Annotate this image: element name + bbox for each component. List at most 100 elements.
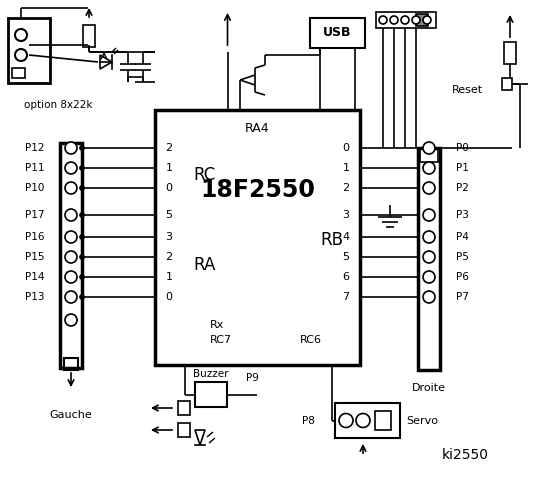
Circle shape xyxy=(339,413,353,428)
Circle shape xyxy=(65,231,77,243)
Text: RA: RA xyxy=(193,256,215,274)
Circle shape xyxy=(80,166,84,170)
Circle shape xyxy=(423,291,435,303)
Circle shape xyxy=(65,182,77,194)
Text: 18F2550: 18F2550 xyxy=(200,178,315,202)
Circle shape xyxy=(401,16,409,24)
Text: 4: 4 xyxy=(342,232,349,242)
Text: P10: P10 xyxy=(25,183,44,193)
Text: 1: 1 xyxy=(165,163,173,173)
Bar xyxy=(178,423,190,437)
Bar xyxy=(8,18,50,83)
Bar xyxy=(83,25,95,47)
Text: Rx: Rx xyxy=(210,320,225,330)
Text: RC: RC xyxy=(193,166,215,184)
Text: Buzzer: Buzzer xyxy=(193,369,229,379)
Circle shape xyxy=(80,213,84,217)
Text: 7: 7 xyxy=(342,292,349,302)
Text: 5: 5 xyxy=(342,252,349,262)
Circle shape xyxy=(65,291,77,303)
Bar xyxy=(502,78,512,90)
Bar xyxy=(335,403,400,438)
Text: P8: P8 xyxy=(301,416,315,425)
Text: Servo: Servo xyxy=(406,416,438,425)
Circle shape xyxy=(423,271,435,283)
Circle shape xyxy=(65,142,77,154)
Bar xyxy=(195,382,227,407)
Text: RB: RB xyxy=(320,231,343,249)
Text: 5: 5 xyxy=(165,210,173,220)
Circle shape xyxy=(65,314,77,326)
Text: P2: P2 xyxy=(456,183,469,193)
Text: Gauche: Gauche xyxy=(50,410,92,420)
Text: Droite: Droite xyxy=(412,383,446,393)
Circle shape xyxy=(423,182,435,194)
Bar xyxy=(420,148,438,162)
Bar xyxy=(418,148,440,370)
Circle shape xyxy=(65,209,77,221)
Circle shape xyxy=(423,162,435,174)
Circle shape xyxy=(65,271,77,283)
Circle shape xyxy=(423,231,435,243)
Text: Reset: Reset xyxy=(451,85,483,95)
Text: P15: P15 xyxy=(24,252,44,262)
Text: P4: P4 xyxy=(456,232,469,242)
Text: P12: P12 xyxy=(24,143,44,153)
Text: 3: 3 xyxy=(165,232,173,242)
Text: 2: 2 xyxy=(342,183,349,193)
Text: 0: 0 xyxy=(342,143,349,153)
Circle shape xyxy=(15,29,27,41)
Text: P14: P14 xyxy=(24,272,44,282)
Circle shape xyxy=(80,235,84,239)
Circle shape xyxy=(65,251,77,263)
Circle shape xyxy=(15,49,27,61)
Circle shape xyxy=(80,146,84,150)
Circle shape xyxy=(80,255,84,259)
Text: ki2550: ki2550 xyxy=(441,448,488,462)
Text: P7: P7 xyxy=(456,292,469,302)
Text: 0: 0 xyxy=(165,292,173,302)
Circle shape xyxy=(423,142,435,154)
Text: P1: P1 xyxy=(456,163,469,173)
Text: P11: P11 xyxy=(24,163,44,173)
Text: P5: P5 xyxy=(456,252,469,262)
Circle shape xyxy=(423,16,431,24)
Text: P3: P3 xyxy=(456,210,469,220)
Bar xyxy=(12,68,25,78)
Text: 1: 1 xyxy=(342,163,349,173)
Bar xyxy=(155,110,360,365)
Text: 1: 1 xyxy=(165,272,173,282)
Bar xyxy=(416,14,428,26)
Text: 6: 6 xyxy=(342,272,349,282)
Text: P0: P0 xyxy=(456,143,469,153)
Text: P13: P13 xyxy=(24,292,44,302)
Text: P6: P6 xyxy=(456,272,469,282)
Bar xyxy=(310,18,365,48)
Text: 3: 3 xyxy=(342,210,349,220)
Bar xyxy=(504,42,516,64)
Text: RC7: RC7 xyxy=(210,335,232,345)
Bar xyxy=(60,143,82,368)
Circle shape xyxy=(80,186,84,190)
Circle shape xyxy=(80,275,84,279)
Bar xyxy=(64,358,78,370)
Text: option 8x22k: option 8x22k xyxy=(24,100,92,110)
Circle shape xyxy=(423,209,435,221)
Circle shape xyxy=(65,162,77,174)
Circle shape xyxy=(356,413,370,428)
Circle shape xyxy=(390,16,398,24)
Bar xyxy=(178,401,190,415)
Text: P16: P16 xyxy=(24,232,44,242)
Text: P9: P9 xyxy=(246,373,258,383)
Text: RA4: RA4 xyxy=(245,121,270,134)
Text: USB: USB xyxy=(324,26,352,39)
Circle shape xyxy=(80,295,84,299)
Text: RC6: RC6 xyxy=(300,335,322,345)
Text: 2: 2 xyxy=(165,252,173,262)
Text: 0: 0 xyxy=(165,183,173,193)
Text: P17: P17 xyxy=(24,210,44,220)
Circle shape xyxy=(412,16,420,24)
Bar xyxy=(376,12,436,28)
Bar xyxy=(375,411,391,430)
Circle shape xyxy=(379,16,387,24)
